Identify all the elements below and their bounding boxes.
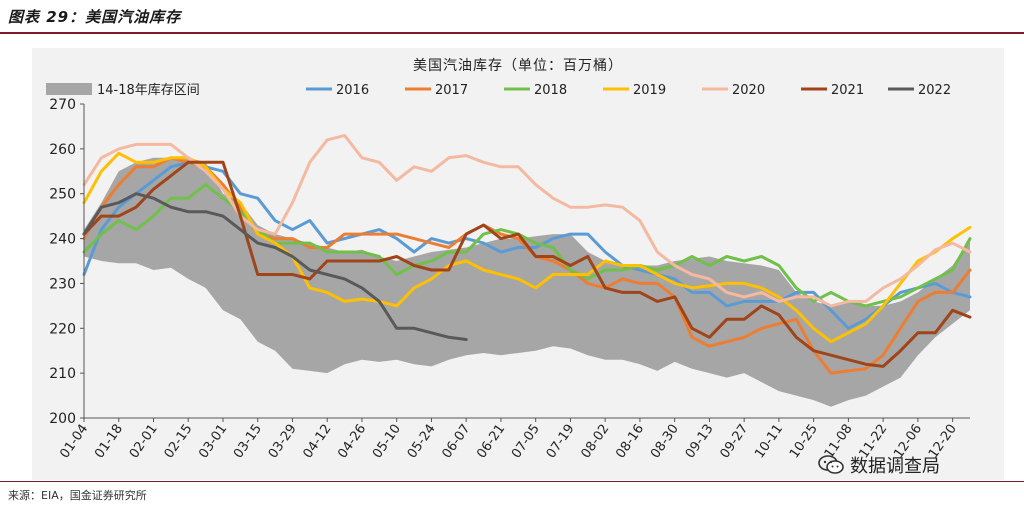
legend-swatch-band xyxy=(46,83,92,95)
bottom-divider xyxy=(0,481,1024,482)
gasoline-inventory-chart: 美国汽油库存（单位：百万桶） 14-18年库存区间 2016 2017 2018 201… xyxy=(32,48,1004,480)
y-tick-label: 220 xyxy=(49,321,76,337)
wechat-icon xyxy=(818,455,844,475)
y-tick-label: 240 xyxy=(49,232,76,248)
watermark-text: 数据调查局 xyxy=(850,456,940,477)
series-layer xyxy=(82,133,972,375)
series-line-2020 xyxy=(82,133,972,308)
y-tick-label: 230 xyxy=(49,276,76,292)
legend-label-2018: 2018 xyxy=(534,83,567,98)
y-tick-label: 250 xyxy=(49,187,76,203)
legend-label-2016: 2016 xyxy=(336,83,369,98)
y-tick-label: 210 xyxy=(49,366,76,382)
watermark: 数据调查局 xyxy=(818,452,940,478)
top-divider xyxy=(0,32,1024,34)
series-line-2021 xyxy=(82,160,972,368)
legend-label-2019: 2019 xyxy=(633,83,666,98)
legend-label-2020: 2020 xyxy=(732,83,765,98)
y-tick-label: 270 xyxy=(49,97,76,113)
legend-label-band: 14-18年库存区间 xyxy=(97,82,200,98)
legend-label-2017: 2017 xyxy=(435,83,468,98)
legend-label-2021: 2021 xyxy=(831,83,864,98)
chart-title: 美国汽油库存（单位：百万桶） xyxy=(413,58,623,74)
legend-label-2022: 2022 xyxy=(918,83,951,98)
series-line-2022 xyxy=(82,192,468,341)
y-tick-label: 260 xyxy=(49,142,76,158)
series-line-2019 xyxy=(82,151,972,344)
legend: 14-18年库存区间 2016 2017 2018 2019 2020 2021 2022 xyxy=(46,82,951,98)
source-note: 来源：EIA，国金证券研究所 xyxy=(8,489,147,502)
figure-label: 图表 29：美国汽油库存 xyxy=(8,8,182,26)
y-tick-label: 200 xyxy=(49,411,76,427)
